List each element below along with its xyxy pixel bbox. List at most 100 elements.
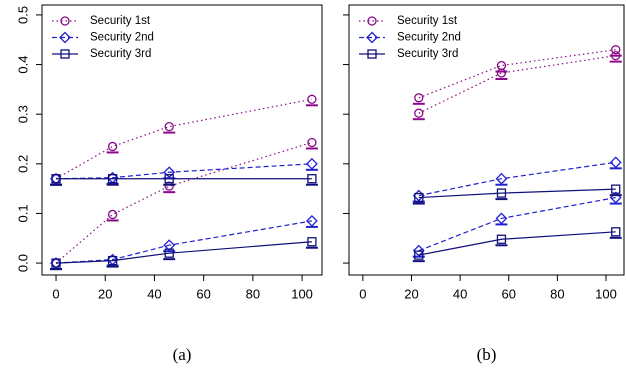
marker-shape xyxy=(307,237,317,247)
caption: (b) xyxy=(477,345,497,364)
marker xyxy=(106,255,119,268)
legend-marker xyxy=(59,31,71,44)
marker xyxy=(609,184,622,197)
marker xyxy=(106,174,119,186)
marker xyxy=(609,156,622,170)
marker-shape xyxy=(366,31,378,44)
marker-shape xyxy=(611,45,621,55)
marker xyxy=(412,192,425,205)
marker-shape xyxy=(59,31,71,44)
marker-shape xyxy=(164,121,174,132)
marker xyxy=(163,174,176,186)
marker-shape xyxy=(414,192,424,203)
marker xyxy=(50,174,63,186)
marker xyxy=(495,234,508,247)
marker xyxy=(163,181,176,194)
legend-label: Security 2nd xyxy=(397,32,461,44)
x-tick-label: 40 xyxy=(147,286,161,301)
series-line xyxy=(418,55,616,114)
marker xyxy=(163,248,176,261)
marker-shape xyxy=(611,50,621,61)
marker-shape xyxy=(60,49,70,59)
marker xyxy=(495,68,508,80)
legend-marker xyxy=(366,31,378,44)
series-line xyxy=(55,98,313,180)
y-tick-label: 0.1 xyxy=(15,204,30,222)
marker-shape xyxy=(611,227,621,237)
legend-label: Security 1st xyxy=(397,15,458,27)
y-tick-label: 0.3 xyxy=(15,105,30,123)
x-tick-label: 100 xyxy=(291,286,313,301)
marker xyxy=(412,108,425,121)
marker xyxy=(305,137,318,150)
x-tick-label: 0 xyxy=(52,286,59,301)
marker-shape xyxy=(51,258,61,268)
marker xyxy=(305,94,318,107)
marker-shape xyxy=(496,188,507,198)
marker xyxy=(495,60,508,73)
marker-shape xyxy=(495,212,508,225)
marker xyxy=(609,50,622,63)
marker xyxy=(163,121,176,134)
series-line xyxy=(418,196,616,252)
x-tick-label: 20 xyxy=(404,286,418,301)
marker xyxy=(50,258,63,271)
marker xyxy=(305,157,318,171)
marker xyxy=(495,172,508,186)
x-tick-label: 40 xyxy=(453,286,467,301)
legend-label: Security 3rd xyxy=(397,48,458,60)
marker-shape xyxy=(307,137,317,148)
marker-shape xyxy=(367,16,377,26)
legend-label: Security 3rd xyxy=(90,48,151,60)
series-line xyxy=(56,163,312,180)
y-tick-label: 0.4 xyxy=(15,56,30,74)
marker-shape xyxy=(107,141,118,152)
y-tick-label: 0.2 xyxy=(15,155,30,173)
marker xyxy=(412,250,425,263)
marker-shape xyxy=(163,166,176,179)
marker xyxy=(305,214,318,228)
plot-frame xyxy=(348,4,625,276)
x-tick-label: 20 xyxy=(98,286,112,301)
marker-shape xyxy=(107,255,118,266)
marker-shape xyxy=(164,174,174,184)
x-tick-label: 60 xyxy=(502,286,516,301)
marker xyxy=(495,212,508,226)
series-line xyxy=(55,241,312,264)
x-tick-label: 0 xyxy=(359,286,366,301)
legend-marker xyxy=(60,49,70,59)
marker-shape xyxy=(495,172,508,185)
marker xyxy=(106,141,119,154)
marker-shape xyxy=(496,68,507,78)
series-line xyxy=(418,231,616,256)
marker-shape xyxy=(60,16,70,26)
marker-shape xyxy=(50,257,62,270)
marker-shape xyxy=(307,94,317,104)
x-tick-label: 100 xyxy=(595,286,617,301)
marker-shape xyxy=(307,174,317,184)
plot-frame xyxy=(41,4,323,276)
legend-label: Security 1st xyxy=(90,15,151,27)
legend-marker xyxy=(60,16,70,26)
marker xyxy=(305,237,318,249)
x-tick-label: 60 xyxy=(196,286,210,301)
marker-shape xyxy=(414,93,424,103)
series-line xyxy=(55,220,313,264)
caption: (a) xyxy=(173,345,192,364)
marker xyxy=(495,188,508,201)
legend-marker xyxy=(367,49,377,59)
marker-shape xyxy=(107,174,118,184)
x-tick-label: 80 xyxy=(246,286,260,301)
marker xyxy=(609,227,622,239)
series-line xyxy=(418,188,616,199)
x-tick-label: 80 xyxy=(550,286,564,301)
marker-shape xyxy=(414,250,424,260)
marker-shape xyxy=(367,49,377,59)
marker-shape xyxy=(107,209,118,220)
y-tick-label: 0.0 xyxy=(15,254,30,272)
marker xyxy=(412,93,425,105)
marker xyxy=(106,209,119,222)
marker-shape xyxy=(164,248,174,258)
legend-label: Security 2nd xyxy=(90,32,154,44)
